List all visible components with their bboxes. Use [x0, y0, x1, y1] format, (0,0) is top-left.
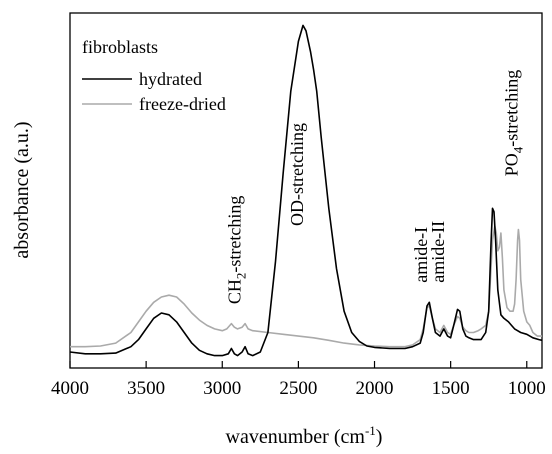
annotation-ch2: CH2-stretching: [225, 196, 249, 305]
x-axis-title-end: ): [376, 426, 383, 448]
series-layer: [69, 24, 543, 357]
x-axis-title-main: wavenumber (cm: [226, 426, 366, 448]
x-axis-title-sup: -1: [365, 423, 376, 438]
x-tick-label: 3500: [127, 378, 165, 399]
x-tick-label: 1500: [432, 378, 470, 399]
y-axis-title: absorbance (a.u.): [11, 121, 33, 258]
plot-frame: [69, 12, 543, 369]
series-line-hydrated: [69, 24, 543, 357]
annotation-layer: CH2-stretching OD-stretching amide-Iamide-…: [225, 70, 526, 304]
legend-label-hydrated: hydrated: [139, 69, 202, 89]
x-tick-labels: 4000 3500 3000 2500 2000 1500 1000: [51, 378, 546, 399]
annotation-amide1: amide-I: [411, 227, 431, 283]
annotation-amide2: amide-II: [428, 221, 448, 283]
series-line-freeze-dried: [70, 225, 542, 348]
legend-label-freeze-dried: freeze-dried: [139, 94, 226, 114]
annotation-po4: PO4-stretching: [502, 70, 526, 177]
x-tick-label: 1000: [508, 378, 546, 399]
x-tick-label: 3000: [203, 378, 241, 399]
legend-title: fibroblasts: [82, 37, 158, 57]
annotation-od: OD-stretching: [287, 123, 307, 226]
x-axis-title: wavenumber (cm-1): [226, 423, 383, 448]
x-tick-label: 2000: [356, 378, 394, 399]
legend: fibroblasts hydrated freeze-dried: [82, 37, 226, 114]
x-tick-label: 2500: [279, 378, 317, 399]
x-ticks: [69, 361, 528, 368]
x-tick-label: 4000: [51, 378, 89, 399]
